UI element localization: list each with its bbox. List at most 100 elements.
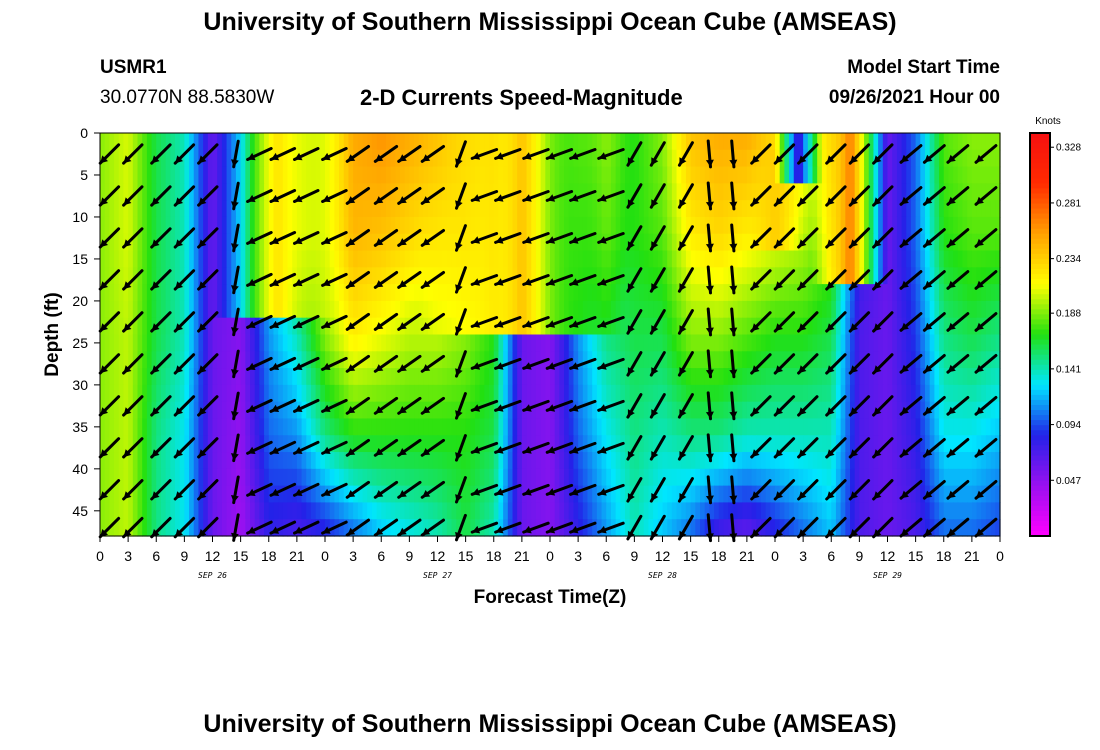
heatmap-cell [531, 485, 537, 504]
heatmap-cell [662, 351, 668, 369]
heatmap-cell [676, 166, 682, 184]
heatmap-cell [367, 435, 373, 453]
heatmap-cell [892, 435, 898, 453]
heatmap-cell [939, 384, 945, 403]
heatmap-cell [128, 233, 134, 252]
heatmap-cell [690, 502, 696, 520]
heatmap-cell [235, 519, 242, 537]
heatmap-cell [325, 284, 331, 302]
heatmap-cell [296, 216, 303, 235]
heatmap-cell [132, 284, 139, 302]
heatmap-cell [385, 317, 392, 336]
heatmap-cell [104, 317, 110, 336]
heatmap-cell [235, 418, 242, 436]
heatmap-cell [545, 300, 551, 319]
heatmap-cell [465, 334, 471, 352]
heatmap-cell [601, 418, 607, 436]
heatmap-cell [812, 317, 818, 336]
heatmap-cell [971, 384, 978, 403]
heatmap-cell [967, 401, 973, 420]
heatmap-cell [554, 133, 560, 151]
heatmap-cell [268, 200, 275, 218]
heatmap-cell [339, 233, 345, 252]
heatmap-cell [723, 200, 729, 218]
heatmap-cell [264, 502, 270, 520]
heatmap-cell [653, 183, 659, 201]
heatmap-cell [273, 418, 279, 436]
heatmap-cell [878, 300, 884, 319]
heatmap-cell [742, 149, 748, 168]
heatmap-cell [676, 183, 682, 201]
heatmap-cell [835, 233, 842, 252]
heatmap-cell [840, 452, 846, 470]
heatmap-cell [390, 485, 396, 504]
heatmap-cell [629, 468, 635, 487]
heatmap-cell [156, 435, 162, 453]
heatmap-cell [484, 351, 490, 369]
heatmap-cell [160, 452, 167, 470]
heatmap-cell [456, 519, 462, 537]
heatmap-cell [559, 468, 565, 487]
heatmap-cell [643, 334, 650, 352]
heatmap-cell [306, 133, 312, 151]
heatmap-cell [934, 368, 940, 386]
heatmap-cell [554, 384, 560, 403]
heatmap-cell [184, 384, 190, 403]
heatmap-cell [254, 300, 260, 319]
heatmap-cell [765, 485, 771, 504]
heatmap-cell [512, 452, 518, 470]
heatmap-cell [310, 284, 317, 302]
heatmap-cell [118, 300, 125, 319]
heatmap-cell [582, 317, 589, 336]
heatmap-cell [479, 233, 485, 252]
heatmap-cell [404, 267, 410, 285]
heatmap-cell [770, 133, 776, 151]
heatmap-cell [278, 351, 284, 369]
heatmap-cell [132, 468, 139, 487]
heatmap-cell [390, 200, 396, 218]
heatmap-cell [451, 267, 457, 285]
heatmap-cell [995, 351, 1001, 369]
heatmap-cell [437, 468, 443, 487]
heatmap-cell [695, 334, 701, 352]
heatmap-cell [278, 200, 284, 218]
heatmap-cell [325, 200, 331, 218]
heatmap-cell [990, 284, 996, 302]
heatmap-cell [737, 519, 743, 537]
heatmap-cell [976, 468, 982, 487]
heatmap-cell [104, 284, 110, 302]
heatmap-cell [873, 267, 879, 285]
current-vector [269, 189, 297, 203]
heatmap-cell [376, 267, 382, 285]
heatmap-cell [428, 435, 434, 453]
heatmap-cell [915, 468, 921, 487]
heatmap-cell [892, 418, 898, 436]
heatmap-cell [962, 233, 968, 252]
heatmap-cell [962, 384, 968, 403]
current-vector [545, 357, 574, 370]
heatmap-cell [817, 401, 823, 420]
heatmap-cell [100, 384, 106, 403]
heatmap-cell [235, 334, 242, 352]
heatmap-cell [953, 418, 959, 436]
heatmap-cell [854, 216, 860, 235]
heatmap-cell [531, 216, 537, 235]
heatmap-cell [737, 267, 743, 285]
heatmap-cell [390, 133, 396, 151]
heatmap-cell [390, 300, 396, 319]
heatmap-cell [723, 334, 729, 352]
heatmap-cell [156, 300, 162, 319]
heatmap-cell [685, 317, 692, 336]
current-vector [373, 271, 399, 289]
heatmap-cell [268, 166, 275, 184]
heatmap-cell [667, 200, 673, 218]
heatmap-cell [306, 250, 312, 268]
heatmap-cell [990, 435, 996, 453]
heatmap-cell [554, 216, 560, 235]
heatmap-cell [278, 284, 284, 302]
heatmap-cell [667, 485, 673, 504]
heatmap-cell [507, 149, 514, 168]
heatmap-cell [198, 351, 204, 369]
heatmap-cell [765, 502, 771, 520]
heatmap-cell [850, 166, 856, 184]
